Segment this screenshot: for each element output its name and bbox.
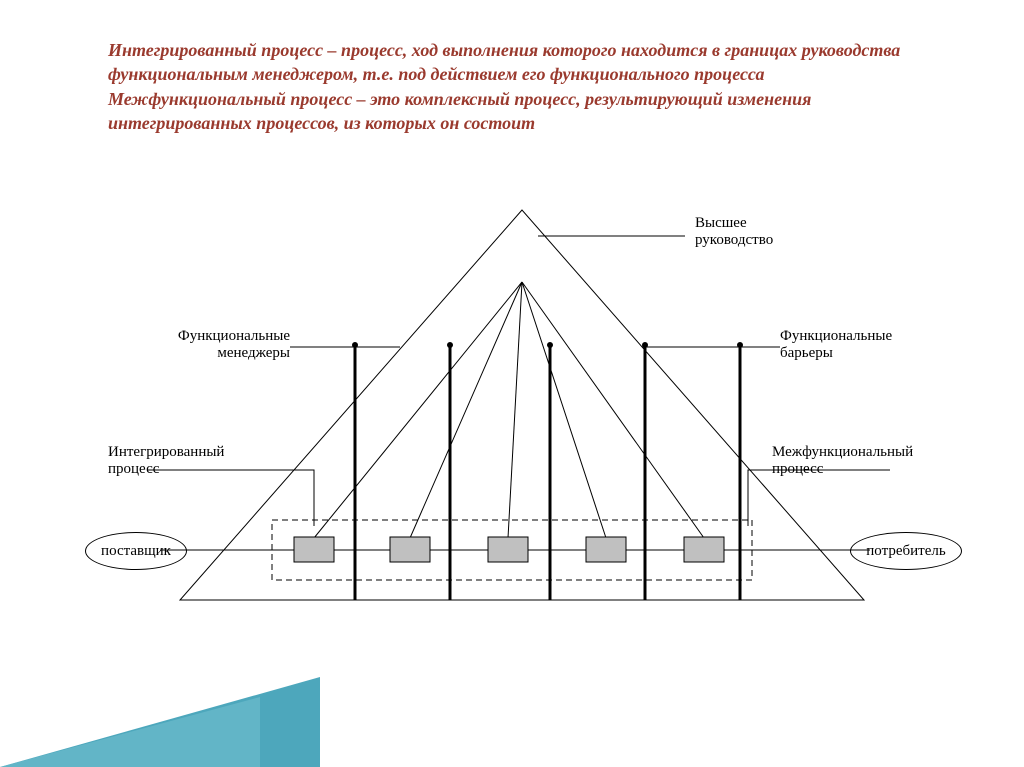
pyramid-diagram: Высшееруководство Функциональныеменеджер… bbox=[80, 200, 950, 680]
leader-lines bbox=[148, 236, 890, 526]
label-functional-barriers: Функциональныебарьеры bbox=[780, 328, 892, 363]
consumer-text: потребитель bbox=[866, 543, 945, 560]
title-text: Интегрированный процесс – процесс, ход в… bbox=[108, 40, 900, 133]
label-functional-managers: Функциональныеменеджеры bbox=[152, 328, 290, 363]
slide-title: Интегрированный процесс – процесс, ход в… bbox=[108, 38, 928, 135]
label-top-management: Высшееруководство bbox=[695, 215, 773, 250]
ellipse-consumer: потребитель bbox=[850, 532, 962, 570]
decor-corner-triangle-2 bbox=[0, 697, 260, 767]
diagram-svg bbox=[80, 200, 950, 680]
label-crossfunctional-process: Межфункциональныйпроцесс bbox=[772, 444, 913, 479]
ellipse-supplier: поставщик bbox=[85, 532, 187, 570]
supplier-text: поставщик bbox=[101, 543, 171, 560]
label-integrated-process: Интегрированныйпроцесс bbox=[108, 444, 224, 479]
